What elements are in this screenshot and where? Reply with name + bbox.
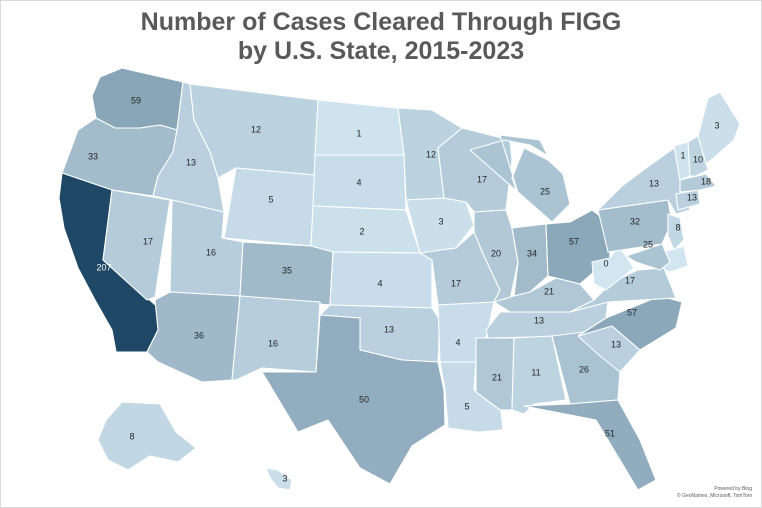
state-value-label-tx: 50 bbox=[359, 394, 369, 404]
state-value-label-tn: 13 bbox=[534, 315, 544, 325]
state-value-label-ok: 13 bbox=[384, 324, 394, 334]
state-value-label-fl: 51 bbox=[605, 428, 615, 438]
state-value-label-wa: 59 bbox=[131, 95, 141, 105]
state-value-label-mo: 17 bbox=[451, 278, 461, 288]
state-value-label-ca: 207 bbox=[96, 262, 111, 272]
map-credit: Powered by Bing © GeoNames, Microsoft, T… bbox=[677, 486, 752, 500]
map-title: Number of Cases Cleared Through FIGG by … bbox=[0, 8, 762, 66]
state-shape-wv bbox=[591, 245, 635, 291]
state-shape-hi bbox=[265, 467, 293, 491]
state-value-label-ks: 4 bbox=[377, 278, 382, 288]
state-shape-ne bbox=[310, 205, 421, 254]
state-shape-ma bbox=[679, 173, 717, 193]
credit-attribution: © GeoNames, Microsoft, TomTom bbox=[677, 493, 752, 499]
state-shape-nj bbox=[667, 213, 685, 251]
state-shape-nm bbox=[231, 295, 321, 381]
state-value-label-nd: 1 bbox=[356, 128, 361, 138]
state-value-label-or: 33 bbox=[88, 151, 98, 161]
state-shape-va bbox=[569, 267, 677, 313]
state-shape-nh bbox=[687, 135, 709, 177]
state-value-label-la: 5 bbox=[464, 401, 469, 411]
state-value-label-nc: 57 bbox=[627, 307, 637, 317]
state-value-label-wi: 17 bbox=[477, 174, 487, 184]
state-value-label-vt: 1 bbox=[680, 150, 685, 160]
state-value-label-ct: 13 bbox=[687, 192, 697, 202]
state-value-label-in: 34 bbox=[527, 248, 537, 258]
title-line-1: Number of Cases Cleared Through FIGG bbox=[140, 8, 622, 36]
state-shape-la bbox=[439, 361, 504, 433]
state-value-label-mi: 25 bbox=[540, 186, 550, 196]
state-value-label-sd: 4 bbox=[356, 177, 361, 187]
state-value-label-ma: 18 bbox=[701, 176, 711, 186]
state-shape-ks bbox=[329, 251, 433, 309]
state-value-label-al: 11 bbox=[531, 367, 540, 377]
state-shape-md bbox=[625, 243, 671, 271]
state-value-label-md: 25 bbox=[643, 239, 653, 249]
state-value-label-hi: 3 bbox=[282, 473, 287, 483]
state-value-label-ne: 2 bbox=[359, 226, 364, 236]
state-value-label-ky: 21 bbox=[544, 286, 554, 296]
state-value-label-nj: 8 bbox=[675, 222, 680, 232]
state-value-label-ut: 16 bbox=[206, 247, 216, 257]
state-value-label-ar: 4 bbox=[455, 337, 460, 347]
state-value-label-ga: 26 bbox=[579, 364, 589, 374]
state-shape-ms bbox=[475, 337, 515, 411]
state-value-label-mn: 12 bbox=[426, 149, 436, 159]
state-shape-ga bbox=[551, 331, 621, 405]
state-shape-wy bbox=[223, 167, 316, 247]
state-value-label-va: 17 bbox=[625, 275, 635, 285]
state-value-label-me: 3 bbox=[714, 120, 719, 130]
state-value-label-ms: 21 bbox=[492, 372, 502, 382]
state-value-label-co: 35 bbox=[282, 265, 292, 275]
state-value-label-sc: 13 bbox=[611, 339, 621, 349]
credit-powered-by: Powered by Bing bbox=[714, 486, 752, 492]
state-value-label-pa: 32 bbox=[630, 216, 640, 226]
state-shape-tx bbox=[261, 314, 446, 485]
title-line-2: by U.S. State, 2015-2023 bbox=[237, 37, 525, 65]
state-value-label-ia: 3 bbox=[438, 216, 443, 226]
state-shape-mi bbox=[469, 134, 571, 223]
state-shape-nv bbox=[102, 189, 171, 301]
state-value-label-id: 13 bbox=[186, 157, 196, 167]
state-shape-fl bbox=[523, 399, 657, 491]
state-value-label-wv: 0 bbox=[603, 258, 608, 268]
state-value-label-az: 36 bbox=[194, 330, 204, 340]
state-value-label-ak: 8 bbox=[129, 431, 134, 441]
state-value-label-mt: 12 bbox=[251, 124, 261, 134]
state-value-label-ny: 13 bbox=[649, 178, 659, 188]
state-value-label-nv: 17 bbox=[143, 236, 153, 246]
state-value-label-nh: 10 bbox=[693, 154, 703, 164]
state-value-label-il: 20 bbox=[491, 248, 501, 258]
state-value-label-nm: 16 bbox=[268, 338, 278, 348]
state-shape-ak bbox=[97, 401, 197, 471]
state-value-label-wy: 5 bbox=[268, 194, 273, 204]
state-shape-me bbox=[697, 91, 741, 165]
state-value-label-oh: 57 bbox=[569, 236, 579, 246]
state-shape-nc bbox=[577, 295, 683, 351]
